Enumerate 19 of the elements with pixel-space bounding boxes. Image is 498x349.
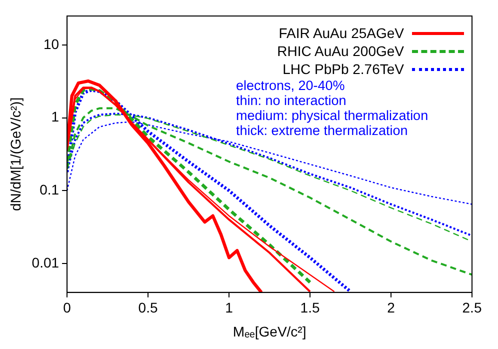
- y-axis-title: dN/dM[1/(GeV/c²)]: [7, 97, 24, 211]
- x-axis-title: Mₑₑ[GeV/c²]: [232, 323, 306, 340]
- x-tick-label: 1: [225, 300, 234, 316]
- legend-label: FAIR AuAu 25AGeV: [278, 25, 404, 41]
- x-tick-label: 0: [63, 300, 72, 316]
- annotation: electrons, 20-40%: [236, 78, 346, 93]
- x-tick-label: 1.5: [300, 300, 320, 316]
- x-tick-label: 2: [387, 300, 396, 316]
- legend-label: RHIC AuAu 200GeV: [277, 43, 404, 59]
- y-tick-label: 0.1: [40, 181, 60, 198]
- y-tick-label: 1: [51, 108, 60, 125]
- y-tick-label: 10: [43, 36, 60, 52]
- annotation: thick: extreme thermalization: [236, 123, 409, 138]
- annotation: medium: physical thermalization: [236, 108, 428, 123]
- annotation: thin: no interaction: [236, 93, 348, 108]
- y-tick-label: 0.01: [32, 254, 60, 270]
- legend-label: LHC PbPb 2.76TeV: [282, 61, 404, 77]
- x-tick-label: 2.5: [462, 300, 482, 316]
- x-tick-label: 0.5: [138, 300, 158, 316]
